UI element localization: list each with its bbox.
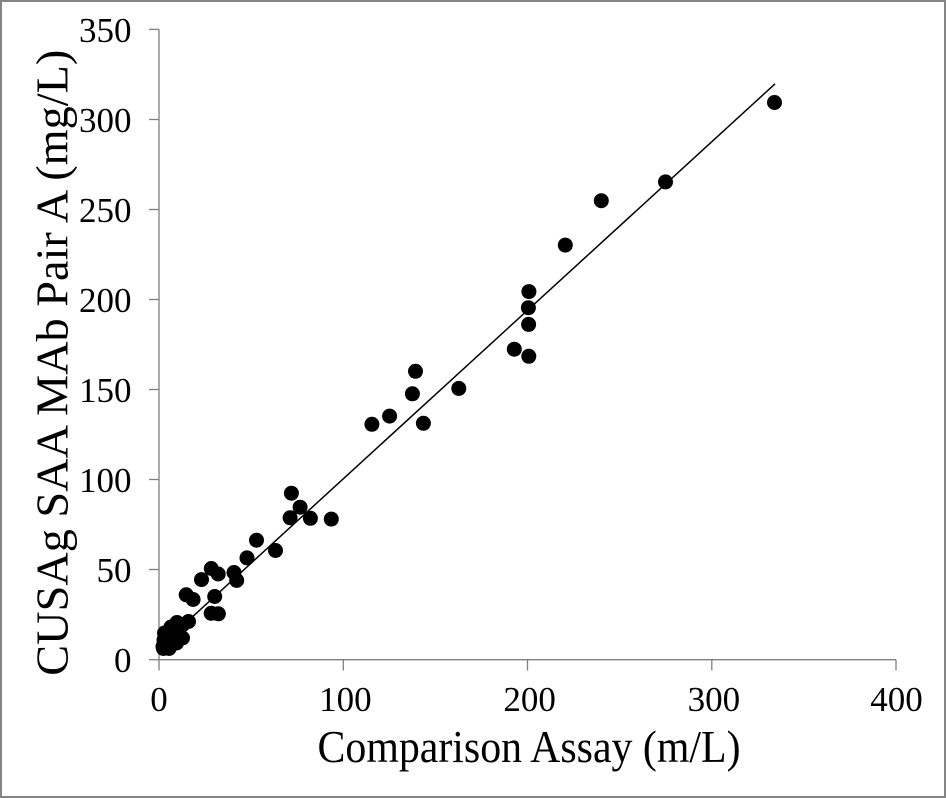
svg-text:300: 300	[79, 101, 132, 140]
svg-text:250: 250	[79, 191, 132, 230]
svg-text:200: 200	[503, 680, 556, 719]
svg-text:350: 350	[79, 11, 132, 50]
svg-text:CUSAg SAA MAb Pair A (mg/L): CUSAg SAA MAb Pair A (mg/L)	[28, 50, 78, 676]
svg-text:100: 100	[319, 680, 372, 719]
svg-text:Comparison Assay (m/L): Comparison Assay (m/L)	[318, 721, 741, 772]
svg-text:50: 50	[97, 551, 132, 590]
svg-text:150: 150	[79, 371, 132, 410]
svg-text:100: 100	[79, 461, 132, 500]
svg-text:300: 300	[688, 680, 741, 719]
svg-text:0: 0	[114, 641, 132, 680]
svg-text:0: 0	[150, 680, 168, 719]
svg-text:400: 400	[870, 680, 923, 719]
svg-text:200: 200	[79, 281, 132, 320]
